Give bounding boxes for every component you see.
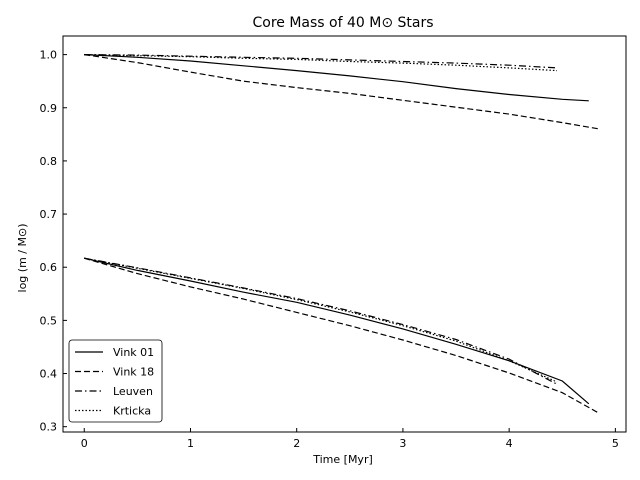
legend-label-leuven: Leuven: [113, 385, 153, 398]
x-tick-label: 3: [399, 437, 406, 450]
plot-area: [84, 54, 600, 414]
y-axis-label: log (m / M⊙): [16, 224, 29, 293]
x-axis-label: Time [Myr]: [312, 453, 373, 466]
series-line-krticka-lower: [84, 257, 558, 383]
y-tick-label: 0.6: [40, 261, 58, 274]
axes: 0 1 2 3 4 5 0.3 0.4 0.5 0.6 0.7 0.8 0.9 1.0: [40, 35, 627, 450]
y-tick-label: 0.8: [40, 155, 58, 168]
legend-label-vink-18: Vink 18: [113, 366, 154, 379]
legend-label-vink-01: Vink 01: [113, 346, 154, 359]
x-tick-label: 5: [612, 437, 619, 450]
y-tick-label: 0.5: [40, 314, 58, 327]
series-line-leuven-lower: [84, 257, 558, 385]
x-tick-label: 2: [293, 437, 300, 450]
series-line-vink-01-upper: [84, 54, 589, 102]
y-tick-label: 0.3: [40, 421, 58, 434]
y-tick-label: 0.4: [40, 368, 58, 381]
x-tick-label: 0: [81, 437, 88, 450]
axes-frame: [62, 35, 627, 433]
y-tick-label: 0.7: [40, 208, 58, 221]
y-tick-label: 0.9: [40, 102, 58, 115]
y-tick-label: 1.0: [40, 49, 58, 62]
chart-title: Core Mass of 40 M⊙ Stars: [252, 15, 433, 31]
x-tick-label: 1: [187, 437, 194, 450]
legend-label-krticka: Krticka: [113, 405, 151, 418]
legend: Vink 01 Vink 18 Leuven Krticka: [68, 339, 163, 423]
series-line-vink-01-lower: [84, 257, 590, 405]
x-tick-label: 4: [506, 437, 513, 450]
series-line-vink-18-lower: [84, 257, 600, 414]
legend-box: [68, 339, 163, 423]
series-line-krticka-upper: [84, 54, 558, 72]
